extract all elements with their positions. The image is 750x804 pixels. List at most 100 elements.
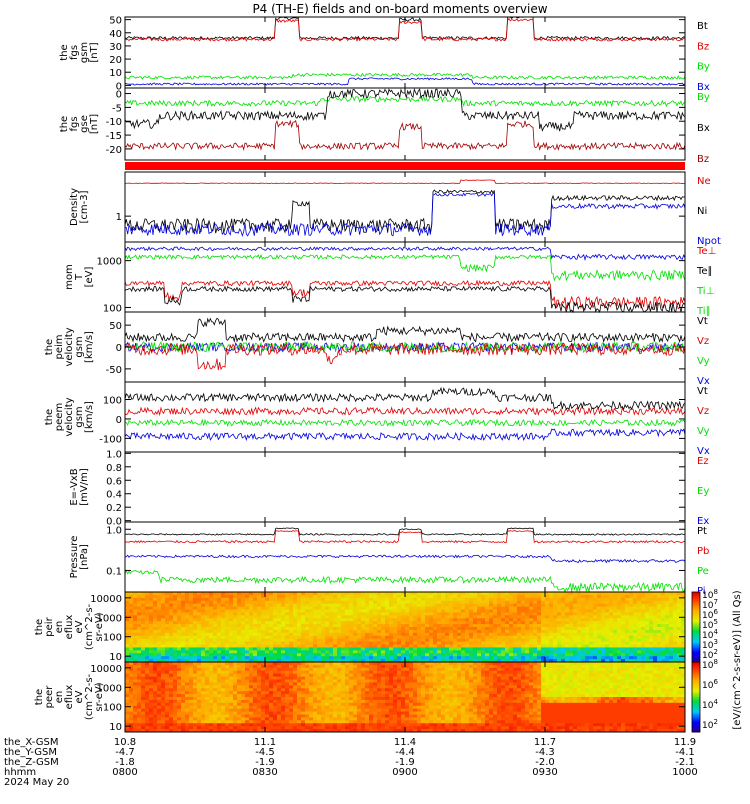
svg-text:[km/s]: [km/s] xyxy=(84,331,95,363)
y-tick-label: 50 xyxy=(109,321,122,332)
y-tick-label: 0.1 xyxy=(106,567,122,578)
y-tick-label: 0.4 xyxy=(106,490,122,501)
svg-text:[mV/m]: [mV/m] xyxy=(79,468,90,506)
legend-By: By xyxy=(697,62,710,73)
x-tick-label: 0830 xyxy=(252,767,277,778)
y-tick-label: 10 xyxy=(109,652,122,663)
y-tick-label: 0.6 xyxy=(106,476,122,487)
x-tick-label: 0800 xyxy=(112,767,137,778)
y-tick-label: 1000 xyxy=(97,257,122,268)
series-density-Npot xyxy=(125,193,685,236)
legend-Ti⊥: Ti⊥ xyxy=(696,286,714,297)
y-tick-label: 20 xyxy=(109,55,122,66)
legend-Bx: Bx xyxy=(697,123,710,134)
legend-Pe: Pe xyxy=(697,566,709,577)
legend-Te⊥: Te⊥ xyxy=(696,246,716,257)
colorbar-tick-label: 104 xyxy=(702,698,718,711)
quality-flag-strip xyxy=(125,162,685,170)
y-axis-label: Density[cm-3] xyxy=(69,188,90,226)
legend-By: By xyxy=(697,92,710,103)
svg-text:[nT]: [nT] xyxy=(89,114,100,134)
x-tick-label: 0900 xyxy=(392,767,417,778)
legend-Pb: Pb xyxy=(697,546,709,557)
x-tick-label: 0930 xyxy=(532,767,557,778)
y-tick-label: -5 xyxy=(112,103,122,114)
colorbar-label: [eV/(cm^2-s-sr-eV)] (All Qs) xyxy=(732,590,743,729)
series-fgs_gsm-By xyxy=(125,73,685,79)
panel-frame xyxy=(125,382,685,452)
svg-text:[km/s]: [km/s] xyxy=(84,401,95,433)
series-density-Ni xyxy=(125,190,685,233)
y-tick-label: 10000 xyxy=(90,594,122,605)
series-peem_velocity-Vy xyxy=(125,420,685,426)
legend-Vt: Vt xyxy=(697,386,708,397)
legend-Vy: Vy xyxy=(697,356,710,367)
y-tick-label: 10 xyxy=(109,68,122,79)
series-fgs_gse-Bx xyxy=(125,89,685,131)
series-pressure-Pi xyxy=(125,555,685,562)
series-peim_velocity-Vt xyxy=(125,318,685,341)
y-tick-label: 0 xyxy=(116,343,122,354)
y-tick-label: -10 xyxy=(106,117,122,128)
y-tick-label: 40 xyxy=(109,29,122,40)
svg-text:[nPa]: [nPa] xyxy=(79,544,90,570)
legend-Pt: Pt xyxy=(697,526,707,537)
legend-Bt: Bt xyxy=(697,21,708,32)
svg-text:[eV]: [eV] xyxy=(84,267,95,288)
y-tick-label: 30 xyxy=(109,42,122,53)
series-fgs_gse-Bz xyxy=(125,121,685,150)
x-tick-label: 1000 xyxy=(672,767,697,778)
panel-frame xyxy=(125,242,685,312)
y-tick-label: 100 xyxy=(103,304,122,315)
y-tick-label: 10 xyxy=(109,722,122,733)
y-tick-label: 100 xyxy=(103,396,122,407)
y-tick-label: -50 xyxy=(106,365,122,376)
y-axis-label: Pressure[nPa] xyxy=(69,536,90,579)
y-tick-label: 0.8 xyxy=(106,463,122,474)
series-peem_velocity-Vz xyxy=(125,408,685,415)
y-tick-label: 100 xyxy=(103,633,122,644)
heatmap-peir_eflux xyxy=(125,592,686,663)
y-tick-label: 50 xyxy=(109,16,122,27)
y-tick-label: -20 xyxy=(106,145,122,156)
y-tick-label: 1 xyxy=(116,212,122,223)
series-pressure-Pt xyxy=(125,528,685,535)
y-tick-label: 100 xyxy=(103,703,122,714)
series-pressure-Pb xyxy=(125,531,685,543)
heatmap-peer_eflux xyxy=(125,662,686,733)
y-tick-label: 0 xyxy=(116,90,122,101)
legend-Bz: Bz xyxy=(697,154,709,165)
colorbar-tick-label: 106 xyxy=(702,678,718,691)
series-fgs_gse-By xyxy=(125,96,685,106)
series-temperature-Ti∥ xyxy=(125,255,685,280)
y-tick-label: 0 xyxy=(116,415,122,426)
y-tick-label: -15 xyxy=(106,131,122,142)
legend-Ne: Ne xyxy=(697,176,711,187)
legend-Bz: Bz xyxy=(697,41,709,52)
series-peem_velocity-Vx xyxy=(125,429,685,440)
legend-Ni: Ni xyxy=(697,206,707,217)
legend-Vy: Vy xyxy=(697,426,710,437)
